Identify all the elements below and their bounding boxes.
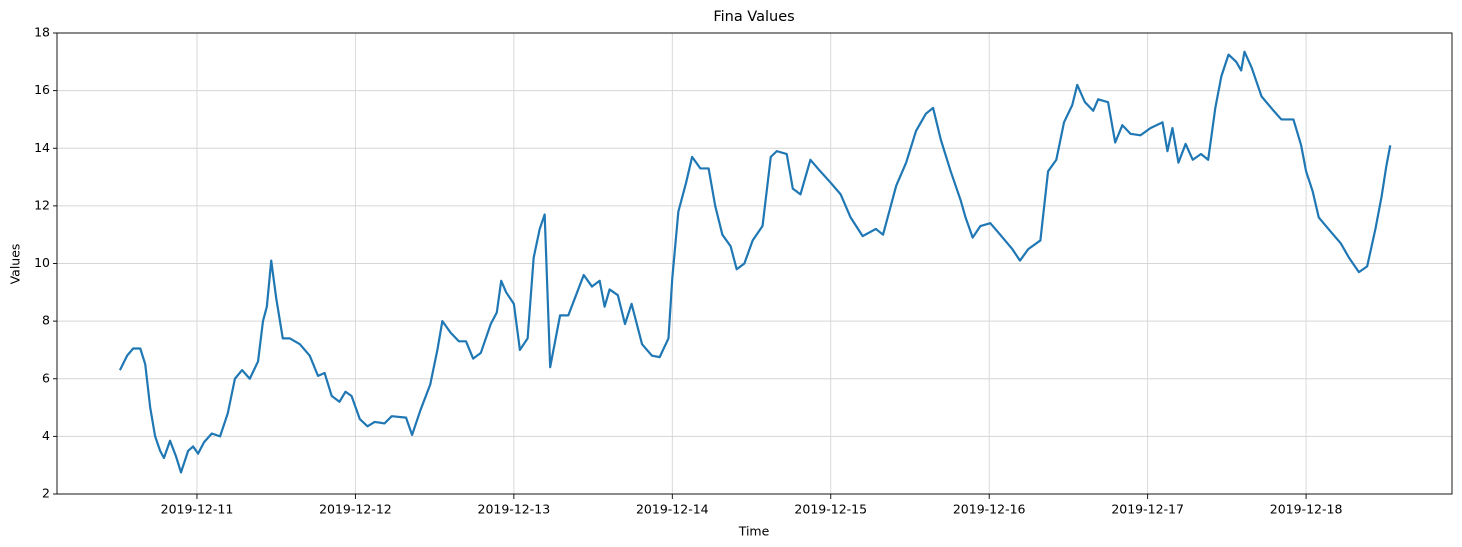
y-tick-label: 12	[34, 197, 50, 212]
y-tick-label: 6	[42, 370, 50, 385]
y-tick-label: 18	[34, 25, 50, 40]
y-tick-label: 2	[42, 486, 50, 501]
plot-frame	[56, 32, 1453, 495]
y-axis-label: Values	[8, 244, 23, 285]
x-tick-label: 2019-12-16	[953, 502, 1026, 517]
y-tick-label: 4	[42, 428, 50, 443]
x-tick-label: 2019-12-11	[161, 502, 234, 517]
x-tick-label: 2019-12-18	[1270, 502, 1343, 517]
x-tick-label: 2019-12-15	[794, 502, 867, 517]
chart-title: Fina Values	[713, 9, 794, 25]
y-tick-label: 8	[42, 313, 50, 328]
x-axis-label: Time	[738, 524, 770, 539]
x-tick-label: 2019-12-12	[319, 502, 392, 517]
y-tick-label: 16	[34, 82, 50, 97]
x-tick-label: 2019-12-17	[1111, 502, 1184, 517]
y-tick-label: 10	[34, 255, 50, 270]
x-tick-label: 2019-12-14	[636, 502, 709, 517]
x-tick-label: 2019-12-13	[478, 502, 551, 517]
y-tick-label: 14	[34, 140, 50, 155]
data-line	[118, 50, 1392, 474]
